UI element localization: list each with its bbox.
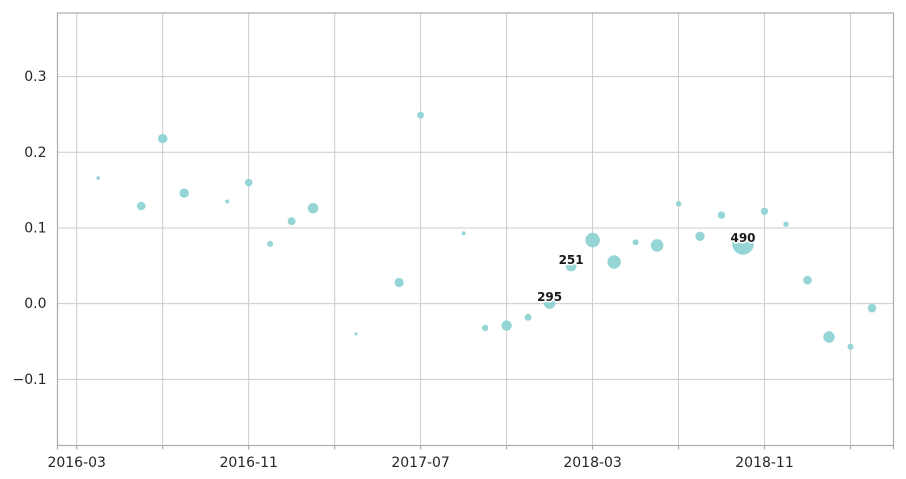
- data-point: [179, 188, 189, 198]
- plot-border: [56, 12, 895, 447]
- data-point: [867, 303, 877, 313]
- data-point: [543, 296, 556, 309]
- x-tick-label: 2018-03: [563, 455, 622, 471]
- x-tick-label: 2016-11: [219, 455, 278, 471]
- data-point: [675, 201, 682, 207]
- data-point: [585, 232, 600, 248]
- data-point: [287, 217, 296, 226]
- point-label: 490: [730, 231, 755, 245]
- data-point: [607, 255, 621, 269]
- data-point: [481, 324, 489, 332]
- data-point: [732, 233, 754, 255]
- x-tick-label: 2018-11: [735, 455, 794, 471]
- y-tick-label: 0.3: [24, 69, 46, 85]
- data-point: [760, 207, 769, 215]
- data-point: [650, 239, 664, 252]
- data-point: [225, 199, 230, 204]
- data-point: [267, 240, 274, 247]
- data-point: [307, 203, 319, 214]
- data-point: [823, 331, 835, 343]
- point-label: 251: [559, 253, 584, 267]
- data-point: [244, 178, 253, 187]
- data-point: [565, 260, 577, 272]
- data-point: [695, 231, 705, 241]
- data-point: [803, 275, 812, 285]
- data-point: [717, 211, 726, 219]
- y-tick-label: 0.0: [24, 296, 46, 312]
- y-tick-label: −0.1: [13, 372, 47, 388]
- x-tick-label: 2016-03: [47, 455, 106, 471]
- data-point: [417, 111, 424, 119]
- data-point: [501, 320, 512, 331]
- data-point: [158, 133, 168, 144]
- data-point: [847, 343, 854, 350]
- data-point: [394, 277, 404, 288]
- y-tick-label: 0.2: [24, 145, 46, 161]
- data-point: [783, 221, 789, 227]
- data-point: [96, 176, 100, 180]
- data-point: [354, 332, 358, 336]
- x-tick-label: 2017-07: [391, 455, 450, 471]
- data-point: [461, 231, 466, 236]
- data-point: [632, 239, 639, 246]
- y-tick-label: 0.1: [24, 221, 46, 237]
- data-point: [524, 313, 532, 321]
- data-point: [136, 201, 146, 211]
- point-label: 295: [537, 290, 562, 304]
